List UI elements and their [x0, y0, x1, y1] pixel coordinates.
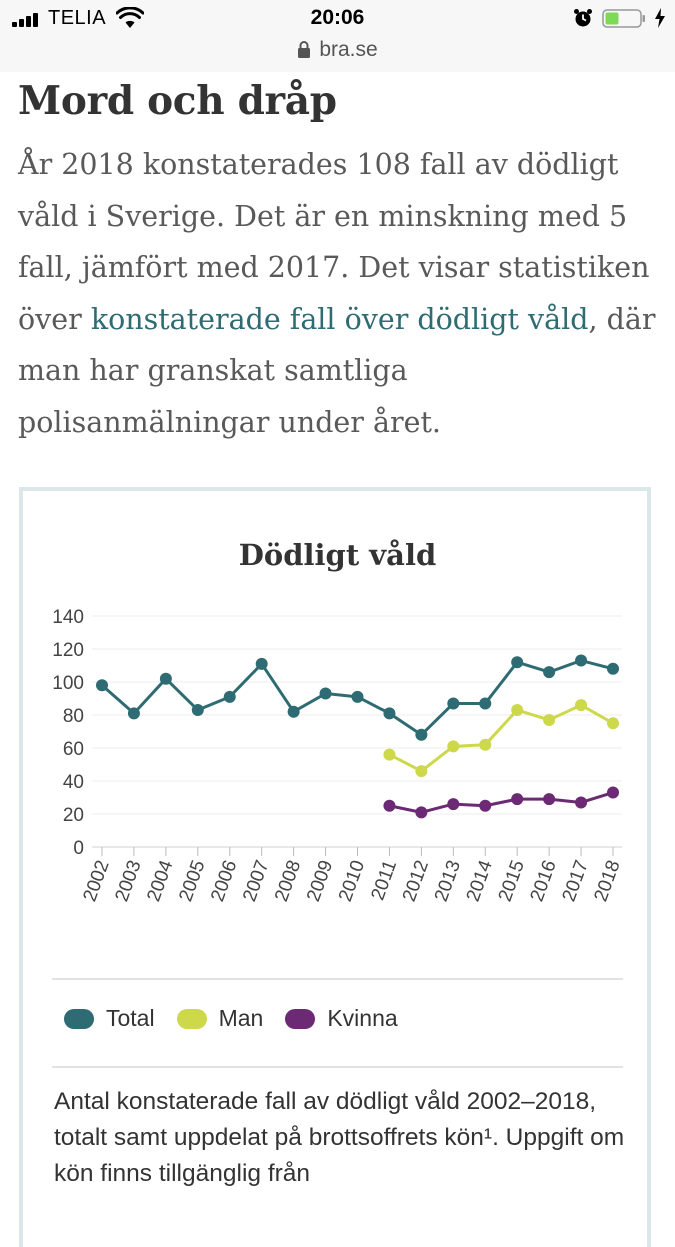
x-tick-label: 2018	[591, 858, 625, 905]
legend-swatch	[64, 1008, 94, 1029]
y-tick-label: 20	[63, 805, 84, 826]
data-point	[479, 738, 492, 751]
intro-text-start: År 2018 konstaterades 108 fall av dödlig…	[18, 148, 650, 336]
legend-label: Man	[218, 1005, 264, 1031]
address-bar[interactable]: bra.se	[0, 38, 675, 62]
x-tick-label: 2009	[303, 858, 337, 905]
x-tick-label: 2008	[271, 858, 305, 905]
x-tick-label: 2011	[367, 858, 401, 904]
line-chart: 0204060801001201402002200320042005200620…	[52, 607, 625, 905]
data-point	[511, 656, 524, 669]
x-tick-label: 2003	[111, 858, 145, 905]
data-point	[383, 707, 396, 720]
data-point	[447, 740, 460, 753]
divider	[52, 1066, 623, 1068]
data-point	[447, 697, 460, 710]
data-point	[287, 705, 300, 718]
intro-paragraph: År 2018 konstaterades 108 fall av dödlig…	[18, 139, 658, 448]
wifi-icon	[116, 7, 144, 28]
page-title: Mord och dråp	[18, 78, 337, 124]
y-tick-label: 40	[63, 772, 84, 793]
lock-icon	[298, 41, 311, 58]
divider	[52, 978, 623, 980]
y-tick-label: 60	[63, 739, 84, 760]
x-tick-label: 2002	[80, 858, 114, 905]
y-tick-label: 140	[52, 607, 84, 628]
x-tick-label: 2013	[431, 858, 465, 905]
legend-swatch	[176, 1008, 207, 1029]
data-point	[511, 793, 524, 806]
data-point	[223, 690, 236, 703]
data-point	[479, 799, 492, 812]
data-point	[447, 798, 460, 811]
data-point	[479, 697, 492, 710]
x-tick-label: 2005	[175, 858, 209, 905]
data-point	[607, 662, 619, 675]
statistics-link[interactable]: konstaterade fall över dödligt våld	[90, 302, 589, 336]
x-tick-label: 2014	[463, 857, 497, 904]
chart-legend: Total Man Kvinna	[64, 1005, 420, 1032]
chart-caption: Antal konstaterade fall av dödligt våld …	[54, 1088, 625, 1187]
y-tick-label: 100	[52, 673, 84, 694]
x-tick-label: 2006	[207, 858, 241, 905]
legend-item-man[interactable]: Man	[176, 1005, 264, 1032]
clock: 20:06	[310, 6, 365, 29]
signal-icon	[12, 13, 42, 27]
data-point	[575, 654, 588, 667]
legend-label: Kvinna	[327, 1005, 398, 1031]
url-text: bra.se	[319, 38, 378, 61]
charging-bolt-icon	[655, 8, 665, 28]
legend-item-kvinna[interactable]: Kvinna	[285, 1005, 398, 1032]
y-tick-label: 0	[73, 838, 84, 859]
status-bar: TELIA 20:06 bra.se	[0, 0, 675, 72]
y-tick-label: 80	[63, 706, 84, 727]
data-point	[543, 666, 556, 679]
data-point	[159, 672, 172, 685]
data-point	[383, 799, 396, 812]
x-tick-label: 2015	[495, 858, 529, 905]
data-point	[319, 687, 332, 700]
carrier-name: TELIA	[48, 7, 107, 29]
data-point	[191, 704, 204, 717]
chart-title: Dödligt våld	[238, 538, 437, 572]
legend-label: Total	[106, 1005, 155, 1031]
data-point	[96, 679, 108, 692]
data-point	[511, 704, 524, 717]
data-point	[607, 786, 619, 799]
data-point	[127, 707, 140, 720]
x-tick-label: 2017	[559, 858, 593, 905]
x-tick-label: 2012	[399, 858, 433, 905]
x-tick-label: 2016	[527, 858, 561, 905]
legend-swatch	[285, 1008, 316, 1029]
x-tick-label: 2004	[143, 857, 177, 904]
data-point	[255, 657, 268, 670]
x-tick-label: 2010	[335, 858, 369, 905]
intro-text-end: , där man har granskat samtliga polisanm…	[18, 302, 656, 439]
data-point	[543, 793, 556, 806]
data-point	[415, 765, 428, 778]
chart-card	[19, 487, 651, 1247]
battery-icon	[602, 9, 645, 28]
data-point	[351, 690, 364, 703]
data-point	[575, 796, 588, 809]
legend-item-total[interactable]: Total	[64, 1005, 155, 1032]
data-point	[575, 699, 588, 712]
data-point	[415, 728, 428, 741]
data-point	[415, 806, 428, 819]
data-point	[607, 717, 619, 730]
data-point	[383, 748, 396, 761]
alarm-icon	[574, 9, 592, 27]
data-point	[543, 713, 556, 726]
x-tick-label: 2007	[239, 858, 273, 905]
y-tick-label: 120	[52, 640, 84, 661]
